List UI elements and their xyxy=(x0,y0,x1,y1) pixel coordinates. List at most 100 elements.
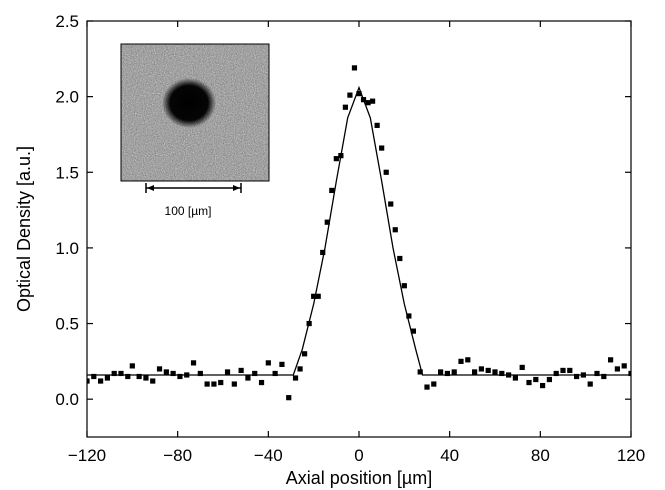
data-point xyxy=(333,156,339,162)
data-point xyxy=(628,370,631,377)
data-point xyxy=(485,367,491,374)
data-point xyxy=(118,370,124,377)
data-point xyxy=(608,357,614,363)
data-point xyxy=(379,145,385,151)
data-point xyxy=(397,255,403,262)
data-point xyxy=(383,169,389,175)
data-point xyxy=(506,372,512,378)
data-point xyxy=(465,357,471,363)
data-point xyxy=(478,366,484,372)
y-tick-label: 1.5 xyxy=(55,163,79,182)
y-tick-label: 2.5 xyxy=(55,12,79,31)
data-point xyxy=(370,98,376,104)
inset-dark-spot xyxy=(162,78,216,128)
data-point xyxy=(388,201,394,207)
data-point xyxy=(594,370,600,377)
data-point xyxy=(540,382,546,389)
data-point xyxy=(218,379,224,386)
x-tick-label: −80 xyxy=(163,446,192,465)
data-point xyxy=(401,283,407,289)
data-point xyxy=(492,369,498,375)
data-point xyxy=(553,370,559,377)
data-point xyxy=(580,372,586,378)
data-point xyxy=(190,360,197,366)
x-tick-label: 40 xyxy=(440,446,459,465)
data-point xyxy=(91,373,97,380)
fit-curve xyxy=(87,85,631,376)
data-point xyxy=(302,351,308,357)
data-point xyxy=(560,367,566,374)
data-point xyxy=(258,379,265,386)
x-tick-label: 80 xyxy=(531,446,550,465)
data-point xyxy=(104,375,110,381)
inset-scale-label: 100 [µm] xyxy=(165,204,212,218)
data-point xyxy=(204,381,210,387)
data-point xyxy=(197,370,203,377)
data-point xyxy=(587,381,593,387)
data-point xyxy=(311,293,317,299)
data-point xyxy=(286,395,292,401)
data-point xyxy=(574,373,580,380)
data-point xyxy=(342,104,348,110)
data-point xyxy=(458,358,464,364)
data-point xyxy=(406,313,412,319)
data-point xyxy=(324,219,330,225)
data-point xyxy=(98,378,104,384)
data-point xyxy=(533,376,539,383)
x-tick-label: 120 xyxy=(617,446,645,465)
data-point xyxy=(156,366,163,372)
data-point xyxy=(601,373,607,380)
inset-scale-bar xyxy=(145,183,242,193)
y-tick-label: 0.5 xyxy=(55,315,79,334)
data-point xyxy=(163,369,169,375)
data-point xyxy=(472,369,478,375)
data-point xyxy=(546,376,552,383)
data-point xyxy=(177,373,183,380)
y-axis-title: Optical Density [a.u.] xyxy=(14,146,34,312)
data-point xyxy=(231,381,237,387)
data-point xyxy=(424,384,430,390)
data-point xyxy=(170,370,176,377)
data-point xyxy=(125,373,131,380)
data-point xyxy=(347,92,353,98)
data-point xyxy=(320,249,326,256)
data-point xyxy=(184,372,190,378)
y-tick-label: 0.0 xyxy=(55,390,79,409)
data-point xyxy=(499,370,505,377)
data-point xyxy=(136,373,142,380)
data-point xyxy=(360,97,367,103)
data-point xyxy=(297,366,303,372)
data-point xyxy=(526,379,532,386)
x-axis-ticks: −120 −80 −40 0 40 80 120 xyxy=(68,21,645,465)
data-point xyxy=(279,361,285,367)
data-point xyxy=(111,370,117,377)
data-point xyxy=(444,370,450,377)
data-point xyxy=(252,370,258,377)
plot-frame xyxy=(86,20,632,438)
data-point xyxy=(392,227,398,233)
inset-border xyxy=(120,43,270,182)
y-axis-ticks: 0.0 0.5 1.0 1.5 2.0 2.5 xyxy=(55,12,631,409)
data-point xyxy=(451,369,457,375)
data-point xyxy=(315,293,321,299)
data-point xyxy=(272,370,278,377)
x-tick-label: −40 xyxy=(254,446,283,465)
y-tick-label: 2.0 xyxy=(55,88,79,107)
data-point xyxy=(365,100,371,106)
data-point xyxy=(292,375,299,381)
data-point xyxy=(211,381,217,387)
data-point xyxy=(614,366,620,372)
data-point xyxy=(431,381,437,387)
data-point xyxy=(329,187,335,194)
x-axis-title: Axial position [µm] xyxy=(286,468,432,488)
data-point xyxy=(438,369,444,375)
y-tick-label: 1.0 xyxy=(55,239,79,258)
data-point xyxy=(621,363,627,369)
data-point xyxy=(224,369,231,375)
data-point xyxy=(356,91,362,97)
data-point xyxy=(265,360,271,366)
inset-image: 100 [µm] xyxy=(120,43,270,218)
data-point xyxy=(306,320,312,327)
data-point xyxy=(374,122,380,128)
data-point xyxy=(129,363,135,369)
